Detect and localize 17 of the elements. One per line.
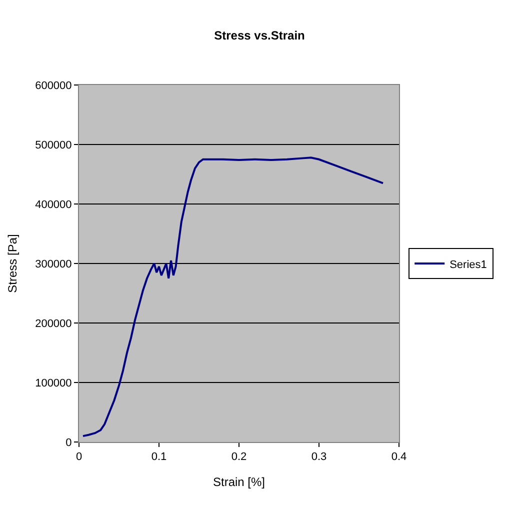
y-tick-label: 500000 (35, 139, 72, 152)
line-series (82, 156, 384, 438)
y-tick-label: 100000 (35, 377, 72, 390)
chart-title: Stress vs.Strain (214, 28, 305, 42)
legend-label: Series1 (450, 258, 487, 271)
y-tick-label: 0 (66, 436, 72, 449)
y-tick-label: 600000 (35, 80, 72, 92)
y-axis-title: Stress [Pa] (5, 234, 20, 293)
x-axis-title: Strain [%] (212, 475, 266, 490)
y-tick-label: 400000 (35, 198, 72, 211)
y-tick-label: 300000 (35, 258, 72, 270)
x-tick-label: 0.1 (151, 451, 167, 464)
x-tick-label: 0.3 (311, 451, 327, 464)
x-tick-label: 0 (76, 451, 82, 464)
x-tick-label: 0.4 (391, 451, 407, 464)
y-tick-label: 200000 (35, 318, 72, 330)
x-tick-label: 0.2 (231, 451, 247, 464)
